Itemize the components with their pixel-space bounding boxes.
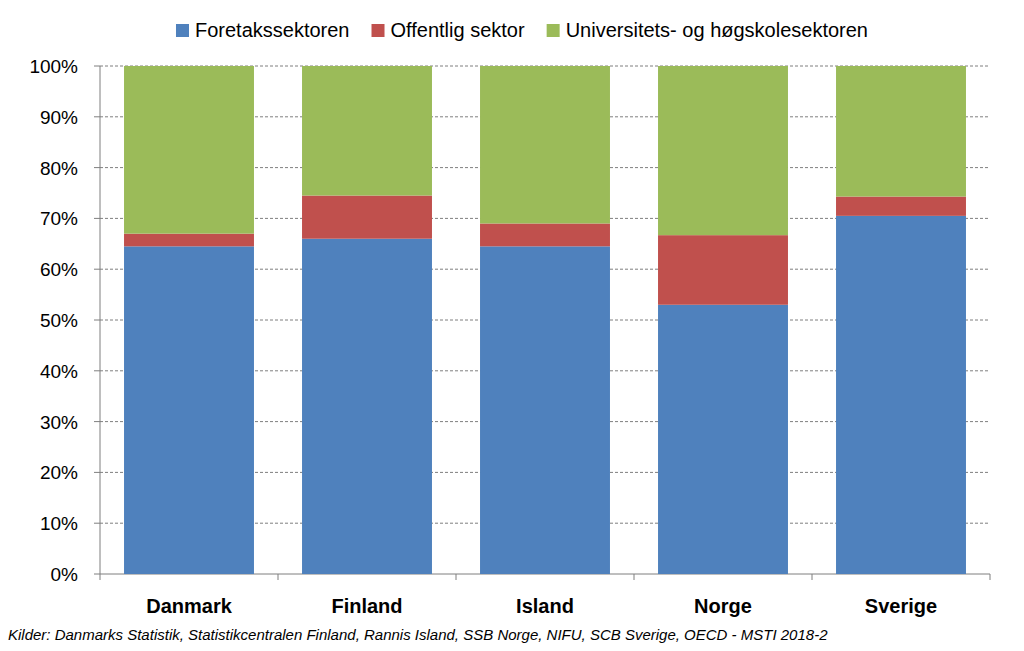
bar-segment bbox=[480, 66, 610, 223]
y-tick bbox=[94, 269, 100, 270]
y-tick bbox=[94, 523, 100, 524]
legend-label: Offentlig sektor bbox=[391, 19, 525, 41]
x-tick bbox=[456, 574, 457, 580]
y-tick-label: 10% bbox=[40, 513, 78, 534]
y-tick-label: 40% bbox=[40, 361, 78, 382]
bar-segment bbox=[124, 246, 254, 574]
y-tick-label: 80% bbox=[40, 158, 78, 179]
bar-segment bbox=[658, 66, 788, 235]
chart: 0% 10% 20% 30% 40% 50% 60% 70% 80% 90% 100% Danmark… bbox=[0, 0, 1024, 651]
y-tick bbox=[94, 320, 100, 321]
legend-swatch bbox=[547, 24, 560, 37]
x-tick-label: Island bbox=[516, 595, 574, 617]
x-tick-label: Danmark bbox=[146, 595, 232, 617]
y-tick bbox=[94, 472, 100, 473]
bar-segment bbox=[302, 66, 432, 196]
y-tick-label: 100% bbox=[29, 56, 78, 77]
x-tick-label: Finland bbox=[331, 595, 402, 617]
y-tick-label: 30% bbox=[40, 412, 78, 433]
legend-swatch bbox=[176, 24, 189, 37]
y-tick-label: 90% bbox=[40, 107, 78, 128]
x-tick bbox=[812, 574, 813, 580]
x-tick bbox=[100, 574, 101, 580]
y-tick-label: 60% bbox=[40, 259, 78, 280]
x-tick bbox=[990, 574, 991, 580]
bar-segment bbox=[302, 196, 432, 239]
legend-label: Universitets- og høgskolesektoren bbox=[566, 19, 868, 41]
axes: 0% 10% 20% 30% 40% 50% 60% 70% 80% 90% 100% Danmark… bbox=[29, 56, 990, 617]
x-tick bbox=[634, 574, 635, 580]
x-tick-label: Norge bbox=[694, 595, 752, 617]
x-tick-label: Sverige bbox=[865, 595, 937, 617]
page: {"chart_data": {"type": "bar", "stacked"… bbox=[0, 0, 1024, 651]
bar-segment bbox=[836, 216, 966, 574]
bar-segment bbox=[836, 66, 966, 197]
y-tick-label: 70% bbox=[40, 208, 78, 229]
legend-swatch bbox=[372, 24, 385, 37]
y-tick bbox=[94, 66, 100, 67]
y-tick bbox=[94, 370, 100, 371]
y-axis bbox=[100, 66, 101, 574]
legend: Foretakssektoren Offentlig sektor Universi… bbox=[176, 19, 868, 41]
bar-segment bbox=[124, 66, 254, 234]
y-tick bbox=[94, 574, 100, 575]
bar-segment bbox=[302, 239, 432, 574]
y-tick-label: 20% bbox=[40, 462, 78, 483]
bars bbox=[124, 66, 966, 574]
y-tick bbox=[94, 167, 100, 168]
bar-segment bbox=[480, 223, 610, 246]
x-tick bbox=[278, 574, 279, 580]
bar-segment bbox=[658, 305, 788, 574]
legend-label: Foretakssektoren bbox=[195, 19, 350, 41]
y-tick bbox=[94, 421, 100, 422]
source-note: Kilder: Danmarks Statistik, Statistikcen… bbox=[8, 626, 828, 643]
y-tick-label: 50% bbox=[40, 310, 78, 331]
y-tick bbox=[94, 116, 100, 117]
y-tick bbox=[94, 218, 100, 219]
bar-segment bbox=[658, 235, 788, 305]
bar-segment bbox=[836, 197, 966, 216]
bar-segment bbox=[480, 246, 610, 574]
bar-segment bbox=[124, 234, 254, 247]
y-tick-label: 0% bbox=[51, 564, 79, 585]
